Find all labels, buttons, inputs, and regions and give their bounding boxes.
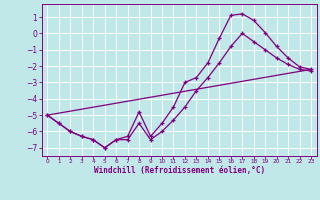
- X-axis label: Windchill (Refroidissement éolien,°C): Windchill (Refroidissement éolien,°C): [94, 166, 265, 175]
